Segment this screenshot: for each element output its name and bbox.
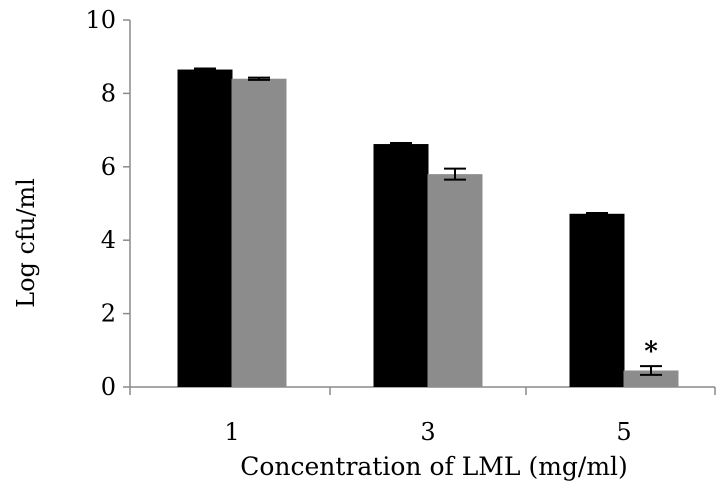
x-tick-label: 3 bbox=[420, 418, 435, 446]
x-tick-label: 1 bbox=[224, 418, 239, 446]
y-tick-label: 4 bbox=[101, 226, 116, 254]
bar bbox=[569, 213, 625, 387]
x-axis-label: Concentration of LML (mg/ml) bbox=[240, 452, 628, 481]
bar bbox=[177, 69, 233, 388]
labels: Log cfu/ml Concentration of LML (mg/ml) bbox=[12, 178, 628, 481]
bar bbox=[373, 144, 429, 387]
y-tick-label: 10 bbox=[85, 6, 116, 34]
y-tick-label: 0 bbox=[101, 373, 116, 401]
significance-marker: * bbox=[644, 337, 658, 367]
y-tick-label: 8 bbox=[101, 79, 116, 107]
bar bbox=[623, 370, 679, 387]
y-tick-label: 6 bbox=[101, 153, 116, 181]
bars: * bbox=[177, 67, 679, 388]
x-tick-label: 5 bbox=[616, 418, 631, 446]
y-axis-label: Log cfu/ml bbox=[12, 178, 40, 308]
bar bbox=[427, 174, 483, 387]
bar bbox=[231, 78, 287, 387]
y-tick-label: 2 bbox=[101, 300, 116, 328]
